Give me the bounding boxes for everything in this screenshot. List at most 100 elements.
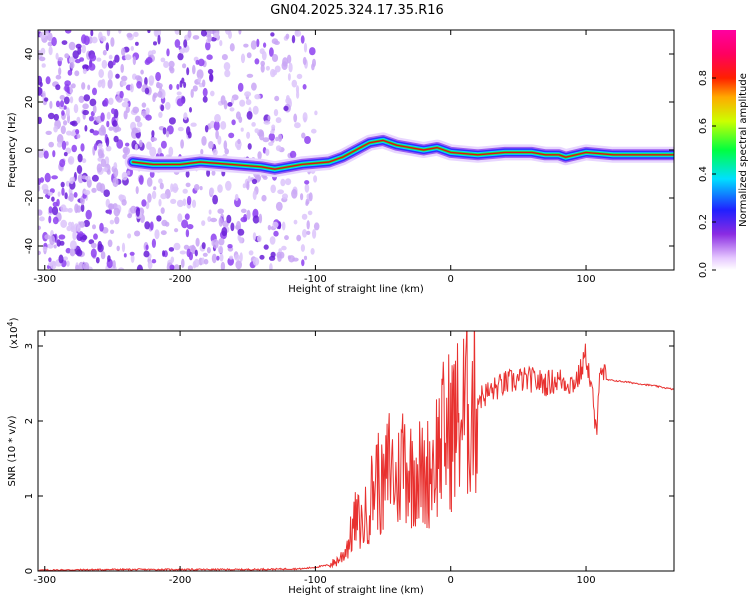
noise-speckle	[44, 172, 51, 183]
noise-speckle	[199, 186, 203, 191]
noise-speckle	[68, 41, 76, 51]
noise-speckle	[272, 221, 279, 228]
noise-speckle	[83, 189, 91, 196]
noise-speckle	[88, 116, 94, 122]
noise-speckle	[201, 136, 207, 146]
noise-speckle	[268, 141, 274, 146]
noise-speckle	[263, 42, 267, 48]
noise-speckle	[60, 100, 64, 108]
noise-speckle	[306, 220, 310, 230]
noise-speckle	[267, 115, 271, 121]
noise-speckle	[41, 63, 46, 68]
noise-speckle	[107, 69, 113, 80]
noise-speckle	[154, 229, 160, 240]
noise-speckle	[162, 127, 167, 135]
noise-speckle	[210, 217, 218, 223]
noise-speckle	[60, 204, 67, 213]
noise-speckle	[237, 233, 241, 242]
noise-speckle	[304, 136, 311, 144]
noise-speckle	[189, 107, 192, 113]
noise-speckle	[65, 141, 69, 146]
noise-speckle	[224, 69, 231, 78]
noise-speckle	[311, 63, 315, 71]
spectrogram-xtick-label: -300	[33, 274, 56, 285]
noise-speckle	[132, 56, 137, 66]
noise-speckle	[77, 224, 81, 233]
noise-speckle	[239, 252, 243, 262]
noise-speckle	[65, 147, 72, 154]
noise-speckle	[282, 193, 288, 200]
snr-ytick-label: 1	[24, 493, 35, 499]
noise-speckle	[95, 257, 100, 264]
noise-speckle	[121, 199, 127, 206]
noise-speckle	[301, 213, 308, 220]
noise-speckle	[92, 87, 97, 96]
noise-speckle	[213, 120, 220, 131]
noise-speckle	[153, 92, 158, 98]
noise-speckle	[108, 54, 113, 60]
noise-speckle	[246, 209, 251, 220]
noise-speckle	[106, 30, 111, 37]
noise-speckle	[51, 36, 57, 47]
noise-speckle	[121, 171, 128, 181]
noise-speckle	[127, 213, 132, 219]
noise-speckle	[57, 57, 64, 62]
noise-speckle	[160, 207, 165, 215]
noise-speckle	[141, 102, 147, 108]
noise-speckle	[192, 64, 196, 75]
noise-speckle	[281, 61, 288, 70]
noise-speckle	[51, 196, 55, 202]
noise-speckle	[112, 260, 116, 269]
noise-speckle	[112, 177, 119, 188]
noise-speckle	[84, 125, 88, 132]
noise-speckle	[261, 51, 267, 61]
noise-speckle	[240, 127, 244, 132]
noise-speckle	[69, 177, 74, 185]
noise-speckle	[202, 96, 208, 103]
noise-speckle	[135, 41, 139, 46]
noise-speckle	[91, 187, 97, 193]
noise-speckle	[121, 80, 127, 86]
noise-speckle	[73, 103, 79, 114]
noise-speckle	[254, 94, 261, 100]
noise-speckle	[182, 188, 188, 194]
noise-speckle	[269, 236, 276, 245]
noise-speckle	[269, 47, 274, 57]
noise-speckle	[176, 98, 184, 107]
noise-speckle	[158, 111, 163, 118]
noise-speckle	[82, 109, 89, 116]
noise-speckle	[190, 88, 194, 98]
noise-speckle	[289, 150, 297, 159]
noise-speckle	[133, 31, 139, 38]
noise-speckle	[247, 175, 251, 183]
noise-speckle	[55, 100, 61, 108]
noise-speckle	[193, 258, 200, 268]
noise-speckle	[169, 264, 175, 270]
noise-speckle	[48, 46, 53, 56]
noise-speckle	[217, 135, 222, 145]
noise-speckle	[149, 146, 157, 157]
noise-speckle	[39, 56, 46, 62]
snr-series-line	[38, 331, 674, 571]
noise-speckle	[147, 30, 151, 34]
noise-speckle	[130, 254, 135, 263]
noise-speckle	[57, 191, 61, 197]
noise-speckle	[123, 98, 129, 102]
noise-speckle	[277, 133, 283, 142]
colorbar-ticks: 0.0 0.2 0.4 0.6 0.8	[698, 70, 716, 278]
noise-speckle	[91, 174, 99, 182]
noise-speckle	[65, 180, 70, 187]
noise-speckle	[61, 40, 68, 45]
noise-speckle	[53, 244, 57, 249]
noise-speckle	[223, 62, 231, 71]
noise-speckle	[220, 261, 226, 270]
noise-speckle	[72, 230, 77, 241]
noise-speckle	[206, 169, 211, 177]
noise-speckle	[252, 190, 257, 201]
noise-speckle	[177, 213, 183, 223]
noise-speckle	[146, 141, 152, 150]
noise-speckle	[93, 233, 98, 240]
noise-speckle	[92, 224, 96, 230]
noise-speckle	[38, 178, 41, 186]
noise-speckle	[68, 56, 75, 64]
